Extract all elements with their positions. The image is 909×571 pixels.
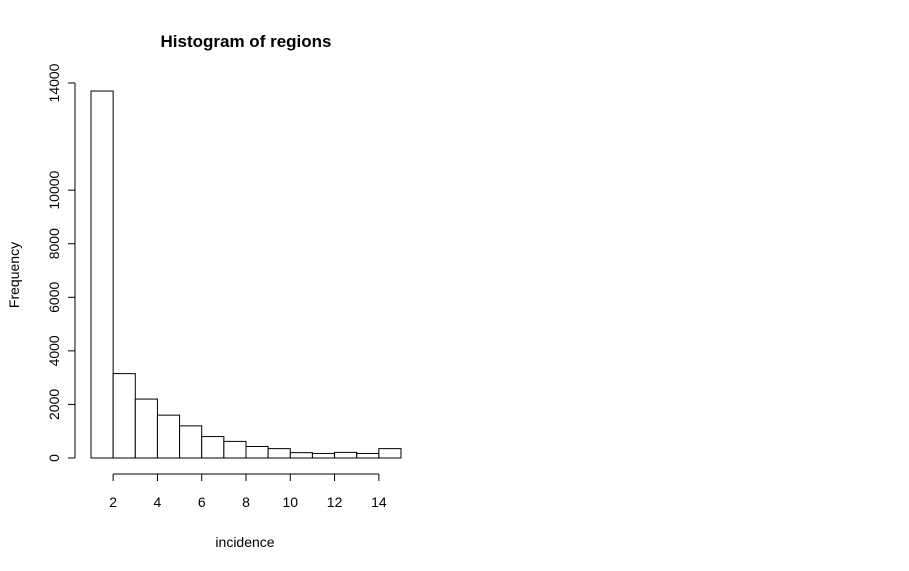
x-tick-label-10: 10 bbox=[282, 494, 298, 510]
histogram-bar-2 bbox=[112, 373, 136, 459]
y-tick-label-2000: 2000 bbox=[46, 389, 62, 420]
chart-title: Histogram of regions bbox=[161, 32, 332, 51]
y-tick-label-10000: 10000 bbox=[46, 170, 62, 209]
histogram-bar-9 bbox=[267, 448, 291, 459]
histogram-bar-5 bbox=[179, 425, 203, 459]
y-tick-label-0: 0 bbox=[46, 454, 62, 462]
x-tick-label-12: 12 bbox=[327, 494, 343, 510]
histogram-bar-6 bbox=[201, 436, 225, 459]
histogram-bar-10 bbox=[289, 452, 313, 459]
x-tick-label-8: 8 bbox=[242, 494, 250, 510]
x-tick-label-4: 4 bbox=[154, 494, 162, 510]
y-tick-label-8000: 8000 bbox=[46, 228, 62, 259]
histogram-bar-7 bbox=[223, 440, 247, 459]
y-tick-label-6000: 6000 bbox=[46, 282, 62, 313]
histogram-bar-13 bbox=[356, 452, 380, 459]
histogram-bar-12 bbox=[334, 451, 358, 459]
histogram-bar-8 bbox=[245, 445, 269, 459]
histogram-bar-3 bbox=[134, 398, 158, 459]
histogram-bar-11 bbox=[311, 452, 336, 459]
y-tick-label-4000: 4000 bbox=[46, 335, 62, 366]
bars-group bbox=[90, 90, 402, 459]
y-axis-label: Frequency bbox=[6, 242, 22, 308]
histogram-bar-14 bbox=[378, 448, 402, 459]
histogram-bar-1 bbox=[90, 90, 114, 459]
y-tick-label-14000: 14000 bbox=[46, 63, 62, 102]
x-tick-label-2: 2 bbox=[109, 494, 117, 510]
x-tick-label-6: 6 bbox=[198, 494, 206, 510]
x-axis-label: incidence bbox=[215, 534, 274, 550]
x-tick-label-14: 14 bbox=[371, 494, 387, 510]
x-axis: 2 4 6 8 10 12 14 bbox=[109, 473, 387, 510]
y-axis: 0 2000 4000 6000 8000 10000 14000 bbox=[46, 63, 76, 462]
histogram-bar-4 bbox=[156, 414, 181, 459]
